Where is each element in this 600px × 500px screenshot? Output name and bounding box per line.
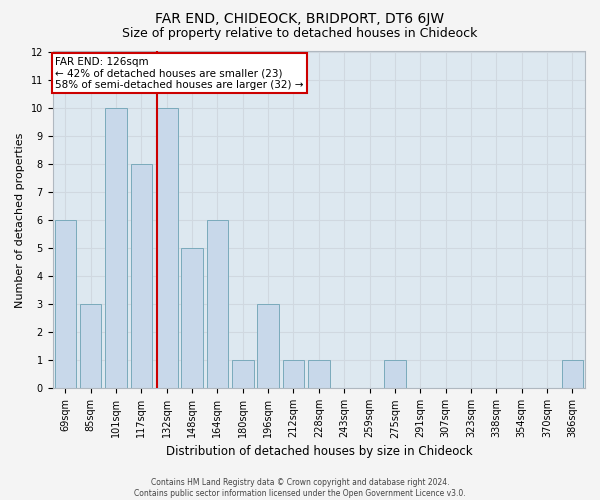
- Text: FAR END, CHIDEOCK, BRIDPORT, DT6 6JW: FAR END, CHIDEOCK, BRIDPORT, DT6 6JW: [155, 12, 445, 26]
- Y-axis label: Number of detached properties: Number of detached properties: [15, 132, 25, 308]
- Bar: [283, 360, 304, 388]
- Bar: [156, 108, 178, 388]
- Text: Size of property relative to detached houses in Chideock: Size of property relative to detached ho…: [122, 28, 478, 40]
- Bar: [181, 248, 203, 388]
- Bar: [80, 304, 101, 388]
- Bar: [131, 164, 152, 388]
- Bar: [206, 220, 228, 388]
- Bar: [232, 360, 254, 388]
- Text: Contains HM Land Registry data © Crown copyright and database right 2024.
Contai: Contains HM Land Registry data © Crown c…: [134, 478, 466, 498]
- Text: FAR END: 126sqm
← 42% of detached houses are smaller (23)
58% of semi-detached h: FAR END: 126sqm ← 42% of detached houses…: [55, 56, 304, 90]
- Bar: [55, 220, 76, 388]
- Bar: [105, 108, 127, 388]
- Bar: [562, 360, 583, 388]
- X-axis label: Distribution of detached houses by size in Chideock: Distribution of detached houses by size …: [166, 444, 472, 458]
- Bar: [308, 360, 329, 388]
- Bar: [257, 304, 279, 388]
- Bar: [384, 360, 406, 388]
